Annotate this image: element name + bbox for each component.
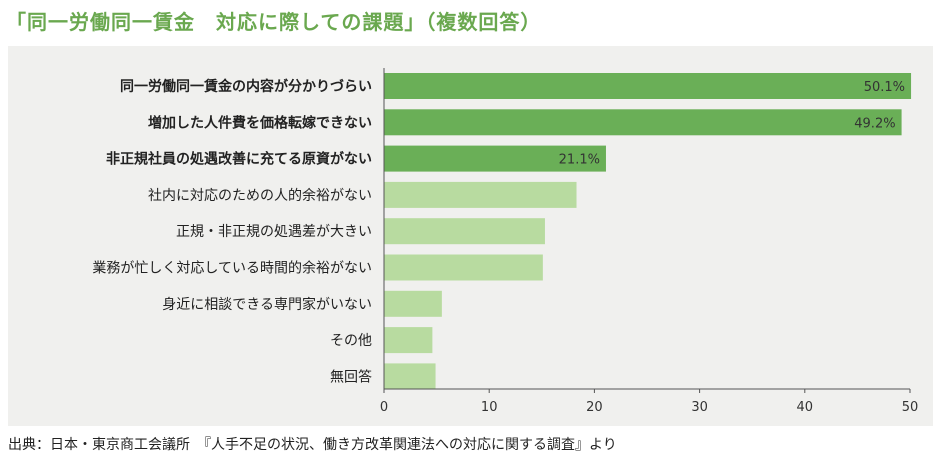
bar bbox=[384, 181, 577, 208]
bar bbox=[384, 218, 545, 245]
bar bbox=[384, 73, 912, 99]
value-label: 49.2% bbox=[854, 116, 895, 131]
bar bbox=[384, 363, 436, 390]
category-label: 非正規社員の処遇改善に充てる原資がない bbox=[106, 151, 372, 168]
value-label: 21.1% bbox=[559, 153, 600, 168]
chart-title: 「同一労働同一賃金 対応に際しての課題」（複数回答） bbox=[6, 10, 542, 34]
source-footer: 出典：日本・東京商工会議所 『人手不足の状況、働き方改革関連法への対応に関する調… bbox=[8, 437, 617, 453]
x-tick-label: 30 bbox=[691, 400, 708, 415]
bar bbox=[384, 327, 433, 354]
category-label: 同一労働同一賃金の内容が分かりづらい bbox=[120, 78, 372, 95]
category-label: 身近に相談できる専門家がいない bbox=[162, 296, 372, 313]
bar bbox=[384, 145, 606, 172]
value-label: 50.1% bbox=[864, 80, 905, 95]
bar bbox=[384, 109, 902, 136]
category-label: 正規・非正規の処遇差が大きい bbox=[176, 224, 372, 240]
category-label: 無回答 bbox=[330, 368, 372, 385]
x-tick-label: 20 bbox=[586, 400, 603, 415]
category-label: 増加した人件費を価格転嫁できない bbox=[148, 114, 372, 131]
x-tick-label: 0 bbox=[380, 400, 388, 415]
x-tick-label: 10 bbox=[481, 400, 498, 415]
bar bbox=[384, 290, 442, 317]
x-tick-label: 50 bbox=[902, 400, 919, 415]
x-tick-label: 40 bbox=[797, 400, 814, 415]
category-label: その他 bbox=[330, 333, 372, 349]
bar bbox=[384, 254, 543, 281]
category-label: 業務が忙しく対応している時間的余裕がない bbox=[92, 260, 372, 277]
category-label: 社内に対応のための人的余裕がない bbox=[148, 187, 372, 204]
